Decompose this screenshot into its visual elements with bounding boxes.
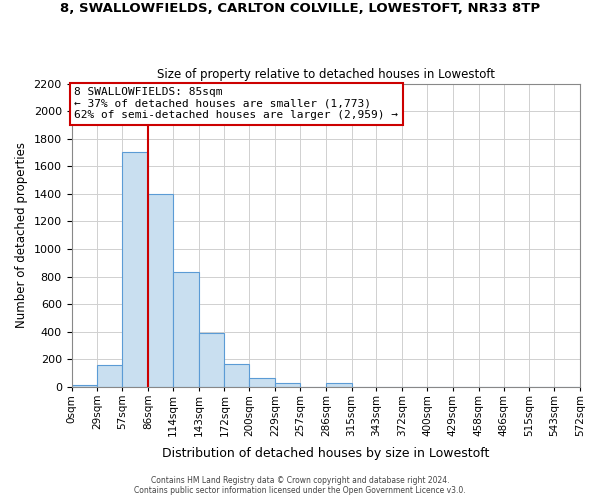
Bar [224, 364, 250, 387]
Text: Contains HM Land Registry data © Crown copyright and database right 2024.
Contai: Contains HM Land Registry data © Crown c… [134, 476, 466, 495]
Bar [97, 366, 122, 387]
Text: 8 SWALLOWFIELDS: 85sqm
← 37% of detached houses are smaller (1,773)
62% of semi-: 8 SWALLOWFIELDS: 85sqm ← 37% of detached… [74, 87, 398, 120]
Bar [275, 382, 300, 387]
Bar [173, 272, 199, 387]
Bar [199, 333, 224, 387]
Bar [326, 384, 352, 387]
Bar [148, 194, 173, 387]
Y-axis label: Number of detached properties: Number of detached properties [15, 142, 28, 328]
Text: 8, SWALLOWFIELDS, CARLTON COLVILLE, LOWESTOFT, NR33 8TP: 8, SWALLOWFIELDS, CARLTON COLVILLE, LOWE… [60, 2, 540, 16]
X-axis label: Distribution of detached houses by size in Lowestoft: Distribution of detached houses by size … [162, 447, 490, 460]
Title: Size of property relative to detached houses in Lowestoft: Size of property relative to detached ho… [157, 68, 495, 81]
Bar [71, 386, 97, 387]
Bar [122, 152, 148, 387]
Bar [250, 378, 275, 387]
